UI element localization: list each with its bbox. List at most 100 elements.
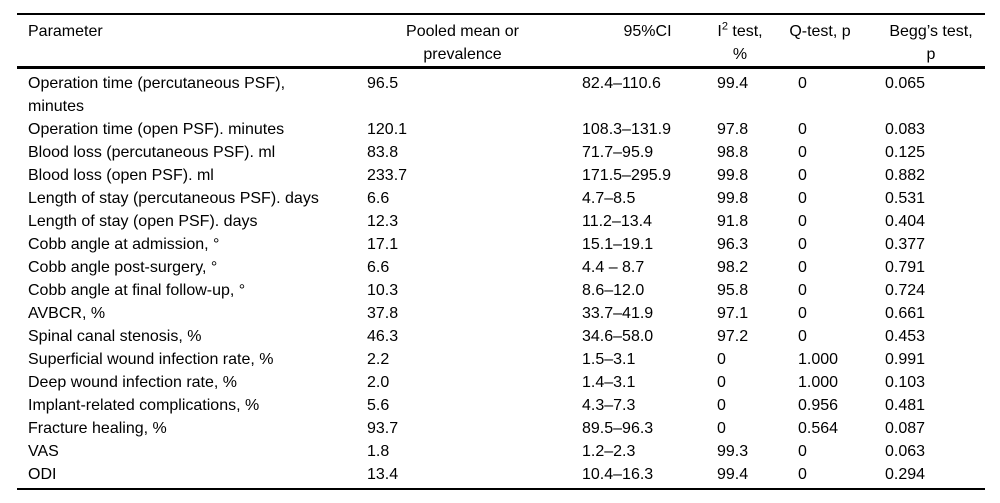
cell-95ci: 1.5–3.1 [582, 351, 636, 368]
cell-parameter: Cobb angle at final follow-up, ° [28, 282, 246, 299]
cell-pooled-mean: 37.8 [367, 305, 399, 322]
cell-beggs-test: 0.083 [885, 121, 926, 138]
cell-pooled-mean: 96.5 [367, 75, 399, 92]
cell-pooled-mean: 120.1 [367, 121, 408, 138]
cell-q-test: 0 [798, 259, 807, 276]
table-row: Cobb angle post-surgery, ° 6.6 4.4 – 8.7 98… [17, 256, 985, 279]
cell-i2-test: 96.3 [717, 236, 749, 253]
cell-beggs-test: 0.724 [885, 282, 926, 299]
table-row: Implant-related complications, % 5.6 4.3–7… [17, 394, 985, 417]
col-header-q-test-label: Q-test, p [789, 23, 851, 40]
cell-95ci: 15.1–19.1 [582, 236, 654, 253]
meta-analysis-results-table: Parameter Pooled mean or prevalence 95%C… [17, 13, 985, 490]
cell-parameter: Cobb angle at admission, ° [28, 236, 220, 253]
cell-q-test: 0 [798, 443, 807, 460]
cell-beggs-test: 0.882 [885, 167, 926, 184]
cell-parameter: VAS [28, 443, 59, 460]
cell-parameter: Fracture healing, % [28, 420, 167, 437]
header-row: Parameter Pooled mean or prevalence 95%C… [17, 14, 985, 69]
cell-parameter: Implant-related complications, % [28, 397, 260, 414]
table-row: ODI 13.4 10.4–16.3 99.4 0 0.294 [17, 463, 985, 489]
table-row: Deep wound infection rate, % 2.0 1.4–3.1 0 1… [17, 371, 985, 394]
table-row: Cobb angle at final follow-up, ° 10.3 8.6–… [17, 279, 985, 302]
col-header-q-test: Q-test, p [775, 14, 865, 69]
cell-95ci: 108.3–131.9 [582, 121, 671, 138]
cell-i2-test: 0 [717, 420, 726, 437]
cell-q-test: 0 [798, 328, 807, 345]
cell-95ci: 89.5–96.3 [582, 420, 654, 437]
cell-95ci: 11.2–13.4 [582, 213, 652, 230]
cell-i2-test: 99.8 [717, 190, 749, 207]
cell-q-test: 0.564 [798, 420, 839, 437]
cell-i2-test: 99.8 [717, 167, 749, 184]
cell-parameter: Operation time (percutaneous PSF), minut… [28, 75, 286, 115]
cell-parameter: ODI [28, 466, 57, 483]
cell-pooled-mean: 13.4 [367, 466, 399, 483]
cell-beggs-test: 0.453 [885, 328, 926, 345]
col-header-parameter-label: Parameter [28, 23, 103, 40]
cell-q-test: 0 [798, 167, 807, 184]
col-header-pooled-line1: Pooled mean or [406, 23, 519, 40]
cell-q-test: 0 [798, 282, 807, 299]
cell-q-test: 0 [798, 236, 807, 253]
cell-pooled-mean: 12.3 [367, 213, 399, 230]
cell-parameter: Superficial wound infection rate, % [28, 351, 274, 368]
cell-q-test: 0 [798, 466, 807, 483]
col-header-95ci-label: 95%CI [623, 23, 672, 40]
cell-beggs-test: 0.661 [885, 305, 926, 322]
cell-i2-test: 95.8 [717, 282, 749, 299]
cell-pooled-mean: 10.3 [367, 282, 399, 299]
col-header-i2-test: I2 test, % [705, 14, 775, 69]
cell-pooled-mean: 233.7 [367, 167, 408, 184]
cell-parameter: Cobb angle post-surgery, ° [28, 259, 218, 276]
cell-beggs-test: 0.294 [885, 466, 926, 483]
table-row: Fracture healing, % 93.7 89.5–96.3 0 0.564 0.… [17, 417, 985, 440]
col-header-pooled-mean: Pooled mean or prevalence [355, 14, 570, 69]
col-header-i2-rest: test, [727, 23, 763, 40]
table-row: Length of stay (percutaneous PSF). days 6… [17, 187, 985, 210]
cell-beggs-test: 0.531 [885, 190, 926, 207]
cell-i2-test: 97.2 [717, 328, 749, 345]
col-header-beggs-test: Begg’s test, p [865, 14, 985, 69]
cell-parameter: Blood loss (open PSF). ml [28, 167, 214, 184]
cell-beggs-test: 0.377 [885, 236, 926, 253]
cell-q-test: 0 [798, 144, 807, 161]
table-row: Operation time (open PSF). minutes 120.1 1… [17, 118, 985, 141]
cell-95ci: 4.4 – 8.7 [582, 259, 645, 276]
cell-i2-test: 99.3 [717, 443, 749, 460]
col-header-i2-superscript: 2 [721, 20, 728, 33]
cell-95ci: 1.4–3.1 [582, 374, 636, 391]
cell-beggs-test: 0.481 [885, 397, 926, 414]
table-row: Blood loss (percutaneous PSF). ml 83.8 71.… [17, 141, 985, 164]
table-row: Operation time (percutaneous PSF), minut… [17, 68, 985, 119]
cell-i2-test: 97.8 [717, 121, 749, 138]
cell-pooled-mean: 1.8 [367, 443, 390, 460]
cell-q-test: 1.000 [798, 351, 839, 368]
cell-parameter: Blood loss (percutaneous PSF). ml [28, 144, 276, 161]
cell-beggs-test: 0.791 [885, 259, 926, 276]
cell-parameter: Length of stay (percutaneous PSF). days [28, 190, 319, 207]
cell-i2-test: 98.2 [717, 259, 749, 276]
cell-pooled-mean: 2.0 [367, 374, 390, 391]
cell-parameter: Spinal canal stenosis, % [28, 328, 202, 345]
cell-q-test: 1.000 [798, 374, 839, 391]
cell-pooled-mean: 6.6 [367, 259, 390, 276]
table-row: Blood loss (open PSF). ml 233.7 171.5–295.… [17, 164, 985, 187]
cell-beggs-test: 0.065 [885, 75, 926, 92]
cell-beggs-test: 0.063 [885, 443, 926, 460]
cell-q-test: 0 [798, 305, 807, 322]
col-header-95ci: 95%CI [570, 14, 705, 69]
cell-pooled-mean: 46.3 [367, 328, 399, 345]
cell-i2-test: 99.4 [717, 75, 749, 92]
cell-q-test: 0 [798, 213, 807, 230]
cell-pooled-mean: 93.7 [367, 420, 399, 437]
cell-beggs-test: 0.087 [885, 420, 926, 437]
cell-95ci: 171.5–295.9 [582, 167, 671, 184]
table-row: Superficial wound infection rate, % 2.2 1.… [17, 348, 985, 371]
col-header-beggs-line2: p [926, 46, 936, 63]
cell-95ci: 4.7–8.5 [582, 190, 636, 207]
cell-95ci: 10.4–16.3 [582, 466, 654, 483]
cell-i2-test: 99.4 [717, 466, 749, 483]
cell-pooled-mean: 2.2 [367, 351, 390, 368]
col-header-beggs-line1: Begg’s test, [889, 23, 973, 40]
